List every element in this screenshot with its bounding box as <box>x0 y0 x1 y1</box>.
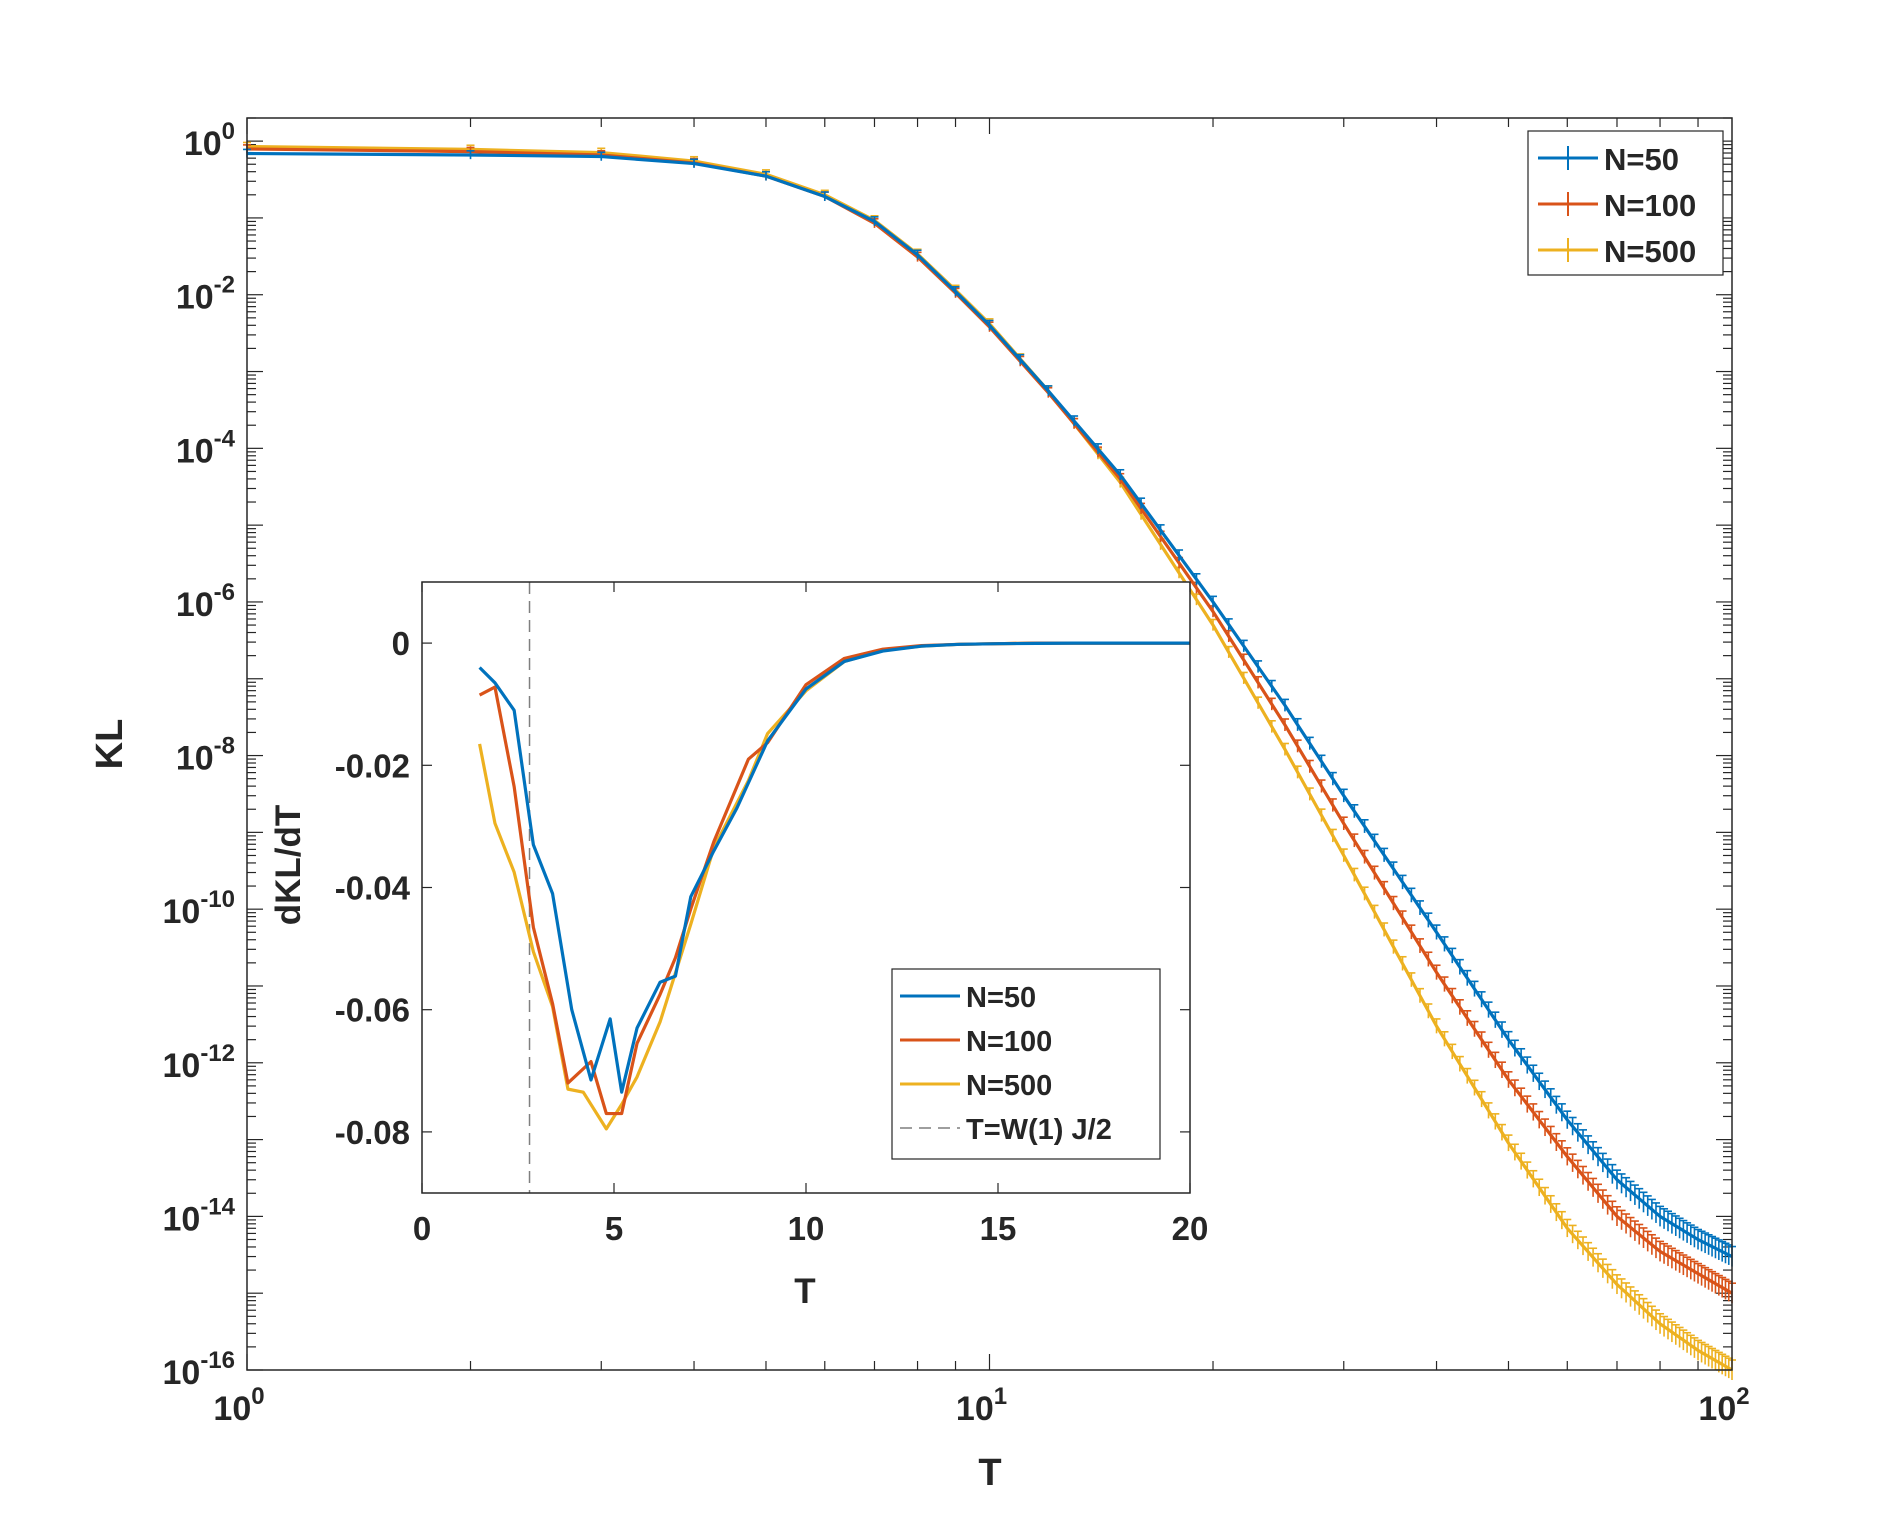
main-series-line <box>246 144 1733 1372</box>
main-series <box>243 141 1736 1380</box>
inset-y-axis-label: dKL/dT <box>269 805 308 926</box>
main-x-tick-base: 10 <box>213 1390 251 1428</box>
main-y-tick-label: 10-2 <box>176 272 235 317</box>
inset-legend-entry-reference: T=W(1) J/2 <box>900 1114 1112 1146</box>
inset-legend: N=50 N=100 N=500 T=W(1) J/2 <box>891 968 1161 1160</box>
main-series-n500 <box>243 141 1736 1380</box>
inset-x-tick-label: 10 <box>788 1210 825 1247</box>
inset-ticks <box>421 582 1191 1193</box>
main-y-tick-exponent: -12 <box>200 1040 235 1067</box>
main-y-tick-exponent: 0 <box>222 118 235 145</box>
main-y-tick-label: 100 <box>184 118 235 163</box>
inset-axes-box <box>421 581 1191 1194</box>
main-y-tick-base: 10 <box>162 1354 200 1392</box>
inset-legend-entry-n50: N=50 <box>900 982 1036 1014</box>
main-y-tick-exponent: -4 <box>214 425 236 452</box>
inset-legend-entry-n100: N=100 <box>900 1026 1052 1058</box>
inset-x-tick-label: 20 <box>1172 1210 1209 1247</box>
inset-x-tick-labels: 0 5 10 15 20 <box>413 1210 1209 1247</box>
inset-x-axis-label: T <box>794 1272 815 1311</box>
main-y-tick-exponent: -2 <box>214 272 235 299</box>
inset-legend-label: T=W(1) J/2 <box>966 1114 1112 1146</box>
main-ticks <box>246 117 1732 1371</box>
main-y-tick-exponent: -8 <box>214 733 235 760</box>
main-y-tick-label: 10-4 <box>176 425 236 470</box>
inset-y-tick-label: -0.06 <box>335 992 410 1029</box>
inset-y-tick-label: 0 <box>392 625 410 662</box>
main-y-tick-exponent: -6 <box>214 579 235 606</box>
main-series-n50 <box>243 148 1736 1267</box>
main-x-axis-label: T <box>978 1452 1001 1494</box>
inset-y-tick-label: -0.02 <box>335 747 410 784</box>
main-x-tick-exponent: 2 <box>1736 1383 1749 1410</box>
main-y-tick-exponent: -10 <box>200 886 235 913</box>
main-x-tick-label: 100 <box>213 1383 264 1428</box>
inset-legend-entry-n500: N=500 <box>900 1070 1052 1102</box>
main-y-tick-label: 10-12 <box>162 1040 235 1085</box>
inset-x-tick-label: 15 <box>980 1210 1017 1247</box>
inset-y-tick-label: -0.08 <box>335 1114 410 1151</box>
inset-x-tick-label: 5 <box>605 1210 623 1247</box>
main-series-line <box>246 147 1733 1295</box>
main-legend-label: N=100 <box>1604 188 1696 223</box>
main-y-tick-base: 10 <box>176 586 214 624</box>
main-y-tick-base: 10 <box>176 279 214 317</box>
main-y-tick-label: 10-10 <box>162 886 235 931</box>
main-series-line <box>246 151 1733 1258</box>
main-legend-label: N=500 <box>1604 234 1696 269</box>
main-y-tick-base: 10 <box>184 125 222 163</box>
main-x-tick-base: 10 <box>1698 1390 1736 1428</box>
main-axes-box <box>246 117 1733 1371</box>
inset-axes: 0 5 10 15 20 0-0.02-0.04-0.06-0.08 T dKL/dT … <box>269 581 1209 1311</box>
main-y-tick-base: 10 <box>176 740 214 778</box>
inset-legend-box <box>891 968 1161 1160</box>
main-y-tick-label: 10-8 <box>176 733 235 778</box>
main-x-tick-base: 10 <box>956 1390 994 1428</box>
main-legend-entry-n500: N=500 <box>1538 234 1696 269</box>
inset-x-tick-label: 0 <box>413 1210 431 1247</box>
main-y-tick-label: 10-14 <box>162 1193 235 1238</box>
inset-y-tick-labels: 0 -0.02 -0.04 -0.06 -0.08 <box>335 625 411 1151</box>
inset-y-tick-label: -0.04 <box>335 870 411 907</box>
inset-legend-label: N=500 <box>966 1070 1052 1102</box>
main-legend-entry-n100: N=100 <box>1538 188 1696 223</box>
inset-series-n50 <box>478 641 1190 1094</box>
main-y-axis-label: KL <box>89 719 131 770</box>
main-y-tick-exponent: -16 <box>200 1347 235 1374</box>
main-x-tick-label: 102 <box>1698 1383 1749 1428</box>
main-y-tick-base: 10 <box>162 1200 200 1238</box>
main-legend: N=50 N=100 N=500 <box>1527 130 1724 276</box>
main-y-tick-label: 10-6 <box>176 579 235 624</box>
main-x-tick-exponent: 1 <box>994 1383 1007 1410</box>
main-x-tick-exponent: 0 <box>251 1383 264 1410</box>
main-y-tick-base: 10 <box>162 893 200 931</box>
main-legend-label: N=50 <box>1604 142 1679 177</box>
main-y-tick-base: 10 <box>162 1047 200 1085</box>
main-legend-entry-n50: N=50 <box>1538 142 1679 177</box>
inset-legend-label: N=100 <box>966 1026 1052 1058</box>
inset-series <box>478 641 1190 1131</box>
main-y-tick-label: 10-16 <box>162 1347 235 1392</box>
main-x-tick-label: 101 <box>956 1383 1007 1428</box>
main-x-tick-labels: 100 101 102 <box>213 1383 1749 1428</box>
inset-legend-label: N=50 <box>966 982 1036 1014</box>
main-y-tick-base: 10 <box>176 432 214 470</box>
main-y-tick-exponent: -14 <box>200 1193 235 1220</box>
